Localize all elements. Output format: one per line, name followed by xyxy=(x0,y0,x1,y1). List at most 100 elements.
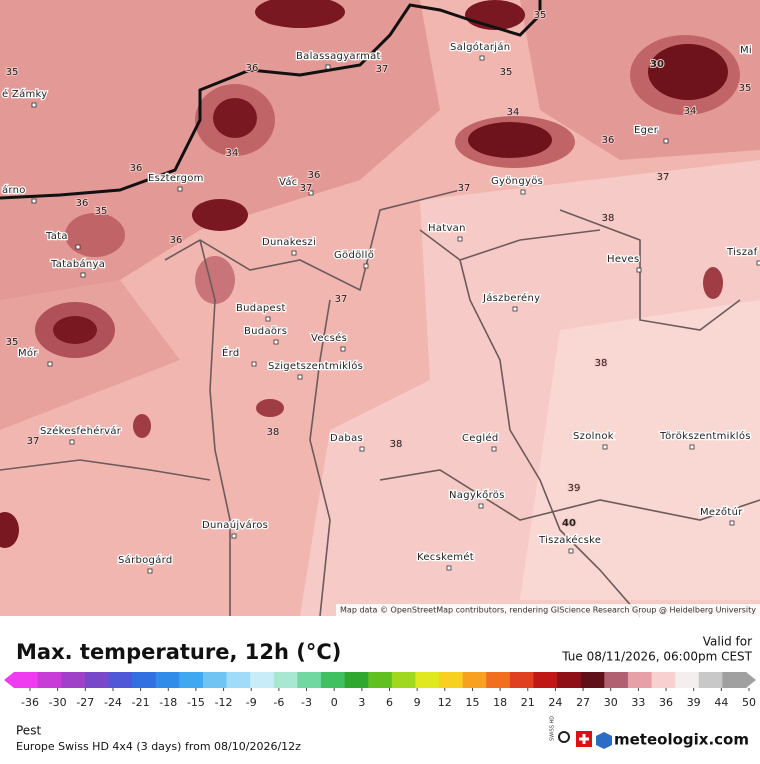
brand-logo xyxy=(596,732,612,749)
colorbar-tick-label: 24 xyxy=(548,696,562,709)
city-marker xyxy=(291,250,297,256)
colorbar-cell xyxy=(37,672,62,688)
region: Pest xyxy=(16,724,41,738)
city-label: Dabas xyxy=(330,433,363,444)
colorbar-tick-label: -9 xyxy=(246,696,257,709)
city-label: Tatabánya xyxy=(50,258,105,270)
contour-label: 36 xyxy=(130,163,143,174)
contour-label: 36 xyxy=(170,235,183,246)
colorbar-cell xyxy=(391,672,416,688)
attribution: Map data © OpenStreetMap contributors, r… xyxy=(340,606,756,615)
contour-label: 37 xyxy=(335,294,348,305)
city-marker xyxy=(446,565,452,571)
city-label: Mezőtúr xyxy=(700,506,743,518)
city-label: Budapest xyxy=(236,303,286,314)
city-marker xyxy=(663,138,669,144)
city-marker xyxy=(479,55,485,61)
contour-label: 36 xyxy=(246,63,259,74)
city-label: Szolnok xyxy=(573,431,614,442)
city-label: Tata xyxy=(45,231,68,242)
city-marker xyxy=(359,446,365,452)
colorbar-cell xyxy=(61,672,86,688)
colorbar-cell xyxy=(722,672,747,688)
city-marker xyxy=(265,316,271,322)
city-label: Vác xyxy=(279,176,298,188)
contour-label: 35 xyxy=(6,337,19,348)
city-marker xyxy=(512,306,518,312)
city-marker xyxy=(729,520,735,526)
city-marker xyxy=(340,346,346,352)
colorbar-cell xyxy=(368,672,393,688)
city-label: Eger xyxy=(634,125,659,136)
contour-label: 35 xyxy=(500,67,513,78)
city-marker xyxy=(325,64,331,70)
colorbar-cell xyxy=(297,672,322,688)
city-label: Salgótarján xyxy=(450,41,510,53)
contour-label: 34 xyxy=(507,107,520,118)
city-label: Mi xyxy=(740,45,752,56)
colorbar-tick-label: 33 xyxy=(631,696,645,709)
city-label: Hatvan xyxy=(428,223,466,234)
contour-label: 35 xyxy=(6,67,19,78)
colorbar-tick-label: 21 xyxy=(521,696,535,709)
colorbar-cell xyxy=(486,672,511,688)
contour-label: 36 xyxy=(602,135,615,146)
city-marker xyxy=(31,102,37,108)
city-label: Mór xyxy=(18,347,38,359)
city-marker xyxy=(363,263,369,269)
colorbar-tick-label: 36 xyxy=(659,696,673,709)
colorbar-cell xyxy=(651,672,676,688)
valid-label: Valid for xyxy=(703,635,752,649)
contour-label: 35 xyxy=(534,10,547,21)
contour-label: 38 xyxy=(602,213,615,224)
swiss-cross xyxy=(579,734,589,744)
contour-label: 35 xyxy=(739,83,752,94)
city-marker xyxy=(756,260,760,266)
city-label: Budaörs xyxy=(244,326,287,337)
contour-label: 36 xyxy=(76,198,89,209)
brand: meteologix.com xyxy=(614,731,749,749)
colorbar-cell xyxy=(132,672,157,688)
city-marker xyxy=(636,267,642,273)
city-marker xyxy=(491,446,497,452)
colorbar-tick-label: -36 xyxy=(21,696,39,709)
colorbar-cell xyxy=(698,672,723,688)
city-marker xyxy=(251,361,257,367)
city-marker xyxy=(80,272,86,278)
colorbar-cell xyxy=(580,672,605,688)
colorbar-cell xyxy=(439,672,464,688)
city-label: Érd xyxy=(222,346,240,359)
city-label: Gödöllő xyxy=(334,249,374,261)
city-labels: Balassagyarmat Salgótarján Mi é Zámky Eger Es… xyxy=(1,40,760,574)
city-marker xyxy=(231,533,237,539)
colorbar-tick-label: -18 xyxy=(159,696,177,709)
colorbar-cell xyxy=(604,672,629,688)
city-label: Jászberény xyxy=(482,292,540,304)
colorbar-tick-label: -15 xyxy=(187,696,205,709)
colorbar-cell xyxy=(627,672,653,688)
colorbar-cell xyxy=(557,672,582,688)
city-label: Székesfehérvár xyxy=(40,425,122,437)
city-label: Dunaújváros xyxy=(202,519,268,531)
contour-label: 38 xyxy=(267,427,280,438)
contour-label: 34 xyxy=(226,148,239,159)
colorbar-cell xyxy=(320,672,346,688)
contour-label: 34 xyxy=(684,106,697,117)
city-label: Gyöngyös xyxy=(491,176,543,187)
city-label: Törökszentmiklós xyxy=(659,430,751,442)
city-marker xyxy=(147,568,153,574)
colorbar-cell xyxy=(226,672,251,688)
colorbar-tick-label: -27 xyxy=(76,696,94,709)
colorbar-cell xyxy=(509,672,534,688)
city-marker xyxy=(297,374,303,380)
colorbar-cell xyxy=(84,672,109,688)
colorbar-tick-label: 15 xyxy=(465,696,479,709)
city-marker xyxy=(308,190,314,196)
colorbar-tick-label: -30 xyxy=(49,696,67,709)
colorbar-tick-label: 39 xyxy=(687,696,701,709)
valid-time: Tue 08/11/2026, 06:00pm CEST xyxy=(561,650,752,664)
contour-label: 37 xyxy=(657,172,670,183)
colorbar-cell xyxy=(14,672,39,688)
colorbar-cell xyxy=(415,672,440,688)
